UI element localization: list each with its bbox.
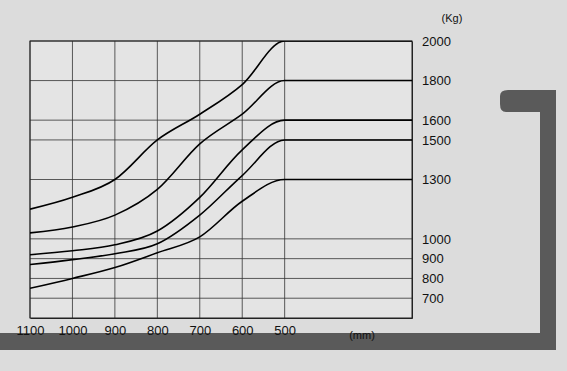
y-axis: 700 800 900 1000 1300 1500 1600 1800 2000 — [412, 34, 451, 319]
plot-background — [30, 41, 412, 318]
y-tick-label: 900 — [422, 251, 444, 266]
y-tick-label: 800 — [422, 271, 444, 286]
y-tick: 1300 — [412, 172, 451, 187]
y-tick-label: 2000 — [422, 34, 451, 49]
x-tick: 600 — [232, 318, 254, 338]
grid-line — [242, 41, 243, 318]
x-axis-line — [31, 318, 413, 319]
y-axis-line — [412, 42, 413, 319]
lines — [30, 41, 412, 288]
grid-line — [157, 41, 158, 318]
x-tick: 900 — [105, 318, 127, 338]
x-tick: 1100 — [17, 318, 45, 338]
y-tick: 1000 — [412, 232, 451, 247]
y-tick-label: 1500 — [422, 133, 451, 148]
y-tick-label: 1600 — [422, 113, 451, 128]
y-tick-label: 1800 — [422, 73, 451, 88]
load-curve — [30, 180, 412, 289]
grid-line — [30, 298, 412, 299]
y-tick: 1800 — [412, 73, 451, 88]
y-tick-label: 1300 — [422, 172, 451, 187]
x-tick-label: 1000 — [58, 323, 87, 338]
y-tick-label: 700 — [422, 291, 444, 306]
y-tick: 2000 — [412, 34, 451, 49]
x-axis-title: (mm) — [349, 329, 375, 341]
y-tick: 800 — [412, 271, 444, 286]
grid-line — [30, 238, 412, 239]
load-curve — [30, 140, 412, 265]
y-axis-title: (Kg) — [442, 12, 463, 24]
x-tick-label: 1100 — [17, 323, 45, 338]
y-tick-label: 1000 — [422, 232, 451, 247]
plot: 1100 1000 900 800 700 600 500 700 800 900 1000 1300… — [17, 34, 451, 339]
grid-line — [199, 41, 200, 318]
y-tick: 1600 — [412, 113, 451, 128]
x-tick-label: 800 — [147, 323, 169, 338]
grid-line — [72, 41, 73, 318]
x-tick: 800 — [147, 318, 169, 338]
load-curve — [30, 81, 412, 233]
grid-line — [30, 278, 412, 279]
y-tick: 1500 — [412, 133, 451, 148]
x-tick: 1000 — [58, 318, 87, 338]
load-curve — [30, 41, 412, 209]
y-tick: 900 — [412, 251, 444, 266]
y-tick: 700 — [412, 291, 444, 306]
grid — [30, 41, 412, 318]
x-tick: 500 — [274, 318, 296, 338]
plot-frame — [30, 41, 412, 318]
x-tick: 700 — [189, 318, 211, 338]
x-tick-label: 600 — [232, 323, 254, 338]
x-tick-label: 900 — [105, 323, 127, 338]
x-tick-label: 700 — [189, 323, 211, 338]
chart: 1100 1000 900 800 700 600 500 700 800 900 1000 1300… — [0, 0, 567, 371]
x-tick-label: 500 — [274, 323, 296, 338]
